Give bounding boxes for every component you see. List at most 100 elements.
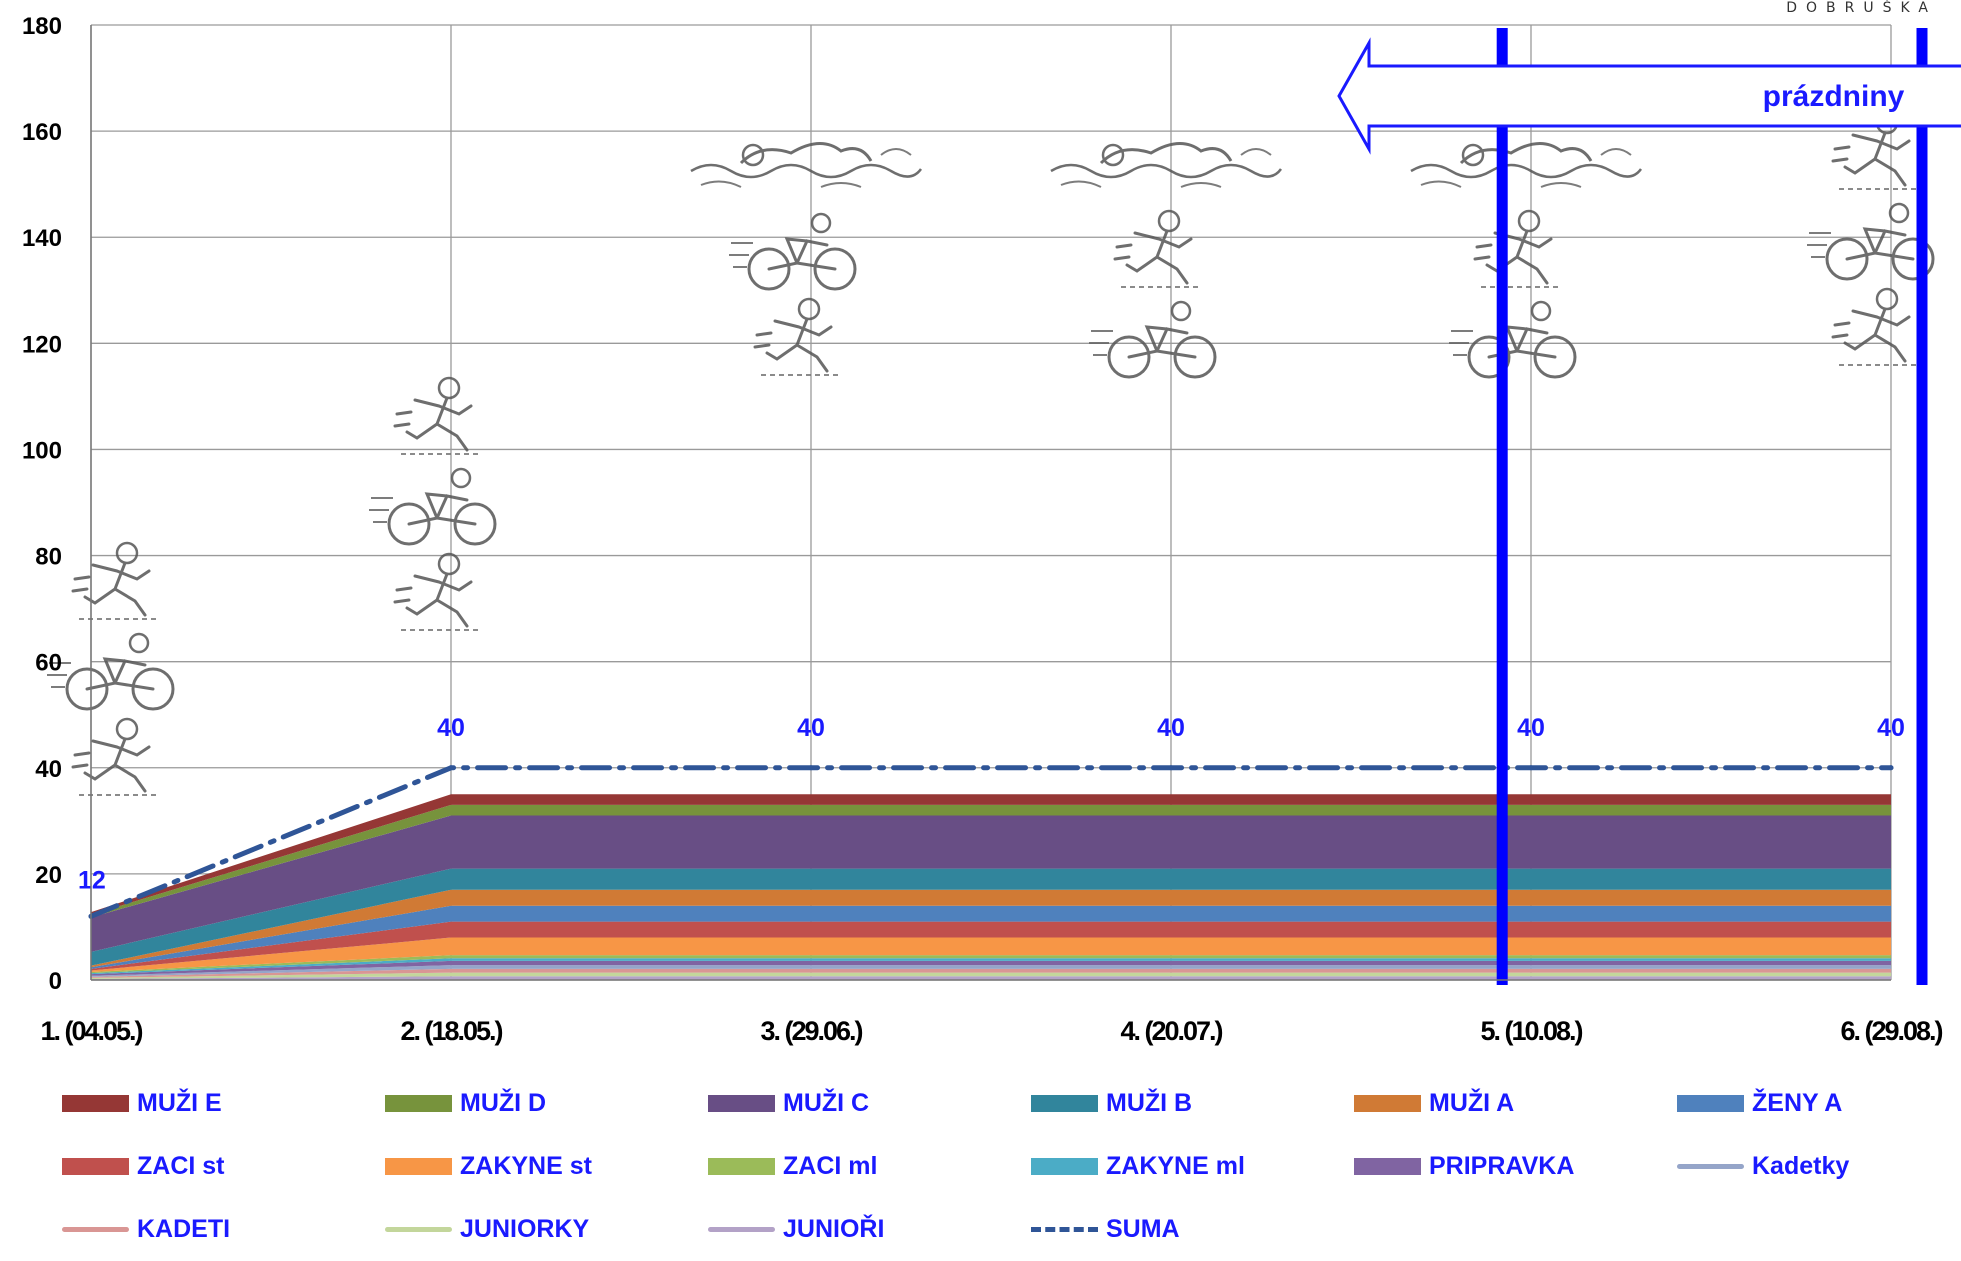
y-tick-label: 180 xyxy=(22,13,62,40)
legend-item: MUŽI A xyxy=(1354,1072,1677,1135)
suma-point xyxy=(1888,765,1894,771)
legend-label: JUNIOŘI xyxy=(783,1215,885,1243)
legend-label: MUŽI A xyxy=(1429,1089,1515,1117)
x-tick-label: 2. (18.05.) xyxy=(400,1016,502,1046)
cyclist-icon xyxy=(1807,202,1935,281)
suma-data-label: 40 xyxy=(1517,714,1545,742)
stacked-areas xyxy=(91,794,1891,980)
area-kadetky xyxy=(91,965,1891,977)
legend-swatch xyxy=(1031,1095,1098,1112)
swimmer-icon xyxy=(1050,142,1283,188)
runner-icon xyxy=(753,297,841,376)
legend-swatch xyxy=(1677,1164,1744,1169)
legend-label: KADETI xyxy=(137,1215,231,1243)
legend-label: ZAKYNE ml xyxy=(1106,1152,1245,1180)
runner-icon xyxy=(71,541,159,620)
legend-label: MUŽI D xyxy=(460,1089,547,1117)
area-muži-a xyxy=(91,889,1891,968)
y-tick-label: 100 xyxy=(22,437,62,464)
suma-data-label: 40 xyxy=(1877,714,1905,742)
sport-illustrations xyxy=(47,111,1935,796)
suma-data-label: 40 xyxy=(1157,714,1185,742)
legend-item: ZAKYNE st xyxy=(385,1135,708,1198)
suma-data-label: 40 xyxy=(437,714,465,742)
area-kadeti xyxy=(91,968,1891,978)
runner-icon xyxy=(393,552,481,631)
legend-label: ŽENY A xyxy=(1752,1089,1843,1117)
swimmer-icon xyxy=(690,142,923,188)
cyclist-icon xyxy=(729,212,857,291)
legend-swatch xyxy=(385,1227,452,1232)
legend-item: ZACI ml xyxy=(708,1135,1031,1198)
legend-swatch xyxy=(385,1158,452,1175)
legend-swatch xyxy=(62,1095,129,1112)
y-tick-label: 160 xyxy=(22,119,62,146)
holiday-label: prázdniny xyxy=(1763,80,1905,113)
legend-swatch xyxy=(1031,1227,1098,1232)
runner-icon xyxy=(1831,287,1919,366)
legend-label: MUŽI C xyxy=(783,1089,870,1117)
legend-swatch xyxy=(62,1227,129,1232)
legend-label: PRIPRAVKA xyxy=(1429,1152,1575,1180)
y-tick-label: 20 xyxy=(35,862,62,889)
legend-label: JUNIORKY xyxy=(460,1215,590,1243)
y-tick-label: 60 xyxy=(35,650,62,677)
x-tick-label: 6. (29.08.) xyxy=(1840,1016,1942,1046)
area-ženy-a xyxy=(91,905,1891,969)
runner-icon xyxy=(393,376,481,455)
cyclist-icon xyxy=(369,467,497,546)
x-tick-label: 3. (29.06.) xyxy=(760,1016,862,1046)
suma-series: 12 40 40 40 40 40 xyxy=(78,714,1905,919)
y-tick-label: 0 xyxy=(49,968,62,995)
suma-data-label: 12 xyxy=(78,866,106,894)
legend-swatch xyxy=(385,1095,452,1112)
area-zakyne-ml xyxy=(91,958,1891,975)
legend-label: Kadetky xyxy=(1752,1152,1850,1180)
cyclist-icon xyxy=(1089,300,1217,379)
legend-swatch xyxy=(708,1095,775,1112)
runner-icon xyxy=(1113,209,1201,288)
area-zaci-ml xyxy=(91,955,1891,974)
suma-point xyxy=(1168,765,1174,771)
legend-item: PRIPRAVKA xyxy=(1354,1135,1677,1198)
area-zakyne-st xyxy=(91,937,1891,973)
legend-label: SUMA xyxy=(1106,1215,1180,1243)
suma-point xyxy=(808,765,814,771)
holiday-double-arrow xyxy=(1337,37,1961,155)
suma-point xyxy=(1528,765,1534,771)
legend-item: ZAKYNE ml xyxy=(1031,1135,1354,1198)
cyclist-icon xyxy=(1449,300,1577,379)
legend-label: ZACI ml xyxy=(783,1152,878,1180)
suma-point xyxy=(448,765,454,771)
legend-swatch xyxy=(708,1227,775,1232)
legend-swatch xyxy=(1354,1095,1421,1112)
legend-label: ZAKYNE st xyxy=(460,1152,592,1180)
legend-item: MUŽI E xyxy=(62,1072,385,1135)
y-tick-label: 120 xyxy=(22,331,62,358)
legend-item: ZACI st xyxy=(62,1135,385,1198)
area-pripravka xyxy=(91,960,1891,976)
legend-item: MUŽI C xyxy=(708,1072,1031,1135)
legend-swatch xyxy=(62,1158,129,1175)
legend-item: MUŽI B xyxy=(1031,1072,1354,1135)
chart: 12 40 40 40 40 40 prázdniny 0 20 40 60 80 100 120 14… xyxy=(22,13,1961,1046)
legend-swatch xyxy=(1031,1158,1098,1175)
legend-swatch xyxy=(1677,1095,1744,1112)
area-zaci-st xyxy=(91,921,1891,971)
legend-label: MUŽI B xyxy=(1106,1089,1193,1117)
area-muži-b xyxy=(91,868,1891,966)
legend-label: ZACI st xyxy=(137,1152,225,1180)
runner-icon xyxy=(71,717,159,796)
y-tick-label: 140 xyxy=(22,225,62,252)
legend-swatch xyxy=(708,1158,775,1175)
legend-item: ŽENY A xyxy=(1677,1072,1961,1135)
x-tick-label: 5. (10.08.) xyxy=(1480,1016,1582,1046)
suma-line xyxy=(88,765,1894,919)
brand-text: DOBRUŠKA xyxy=(1786,0,1937,16)
legend-label: MUŽI E xyxy=(137,1089,222,1117)
suma-data-label: 40 xyxy=(797,714,825,742)
legend-item: SUMA xyxy=(1031,1198,1354,1261)
x-tick-label: 4. (20.07.) xyxy=(1120,1016,1222,1046)
y-tick-label: 80 xyxy=(35,544,62,571)
x-tick-label: 1. (04.05.) xyxy=(40,1016,142,1046)
